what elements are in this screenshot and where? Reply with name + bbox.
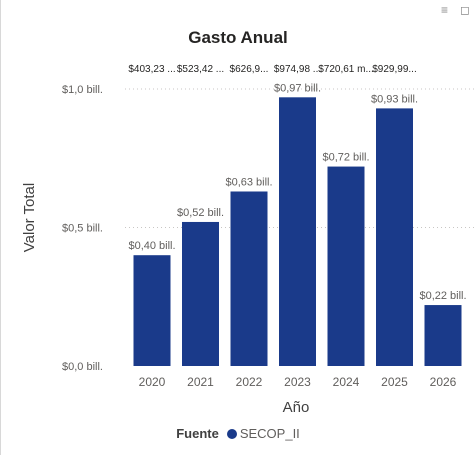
bar — [279, 97, 316, 366]
focus-mode-icon[interactable]: ◻ — [460, 3, 470, 17]
data-label: $0,22 bill. — [419, 290, 466, 302]
total-label: $626,9... — [230, 64, 269, 75]
data-label: $0,72 bill. — [322, 152, 369, 164]
total-label: $523,42 ... — [177, 64, 224, 75]
y-axis-label: Valor Total — [21, 183, 38, 253]
legend-title: Fuente — [176, 426, 219, 441]
chart-title: Gasto Anual — [188, 28, 288, 47]
bar — [376, 108, 413, 366]
legend-swatch — [226, 428, 237, 439]
x-tick-label: 2020 — [139, 375, 166, 389]
x-tick-label: 2022 — [236, 375, 263, 389]
total-label: $929,99... — [372, 64, 416, 75]
filter-lines-icon[interactable]: ≡ — [441, 3, 449, 17]
y-tick-label: $0,5 bill. — [62, 223, 103, 235]
bar — [230, 191, 268, 366]
total-label: $974,98 ... — [274, 64, 321, 75]
total-label: $720,61 m... — [318, 64, 374, 75]
bar — [133, 255, 171, 366]
x-axis-label: Año — [283, 399, 310, 416]
bar — [182, 221, 219, 366]
data-label: $0,93 bill. — [371, 93, 418, 105]
data-label: $0,40 bill. — [128, 240, 175, 252]
legend: Fuente SECOP_II — [0, 426, 476, 441]
x-tick-label: 2024 — [333, 375, 360, 389]
visual-header: ≡ ◻ — [441, 0, 470, 20]
bar — [424, 305, 462, 366]
y-tick-label: $0,0 bill. — [62, 361, 103, 373]
y-tick-label: $1,0 bill. — [62, 84, 103, 96]
data-label: $0,97 bill. — [274, 82, 321, 94]
x-tick-label: 2023 — [284, 375, 311, 389]
data-label: $0,52 bill. — [177, 207, 224, 219]
x-tick-label: 2025 — [381, 375, 408, 389]
legend-entry-label: SECOP_II — [239, 426, 300, 441]
legend-entry[interactable]: SECOP_II — [226, 426, 300, 441]
x-tick-label: 2021 — [187, 375, 214, 389]
total-label: $403,23 ... — [128, 64, 175, 75]
data-label: $0,63 bill. — [225, 176, 272, 188]
bar — [327, 166, 365, 366]
x-tick-label: 2026 — [430, 375, 457, 389]
